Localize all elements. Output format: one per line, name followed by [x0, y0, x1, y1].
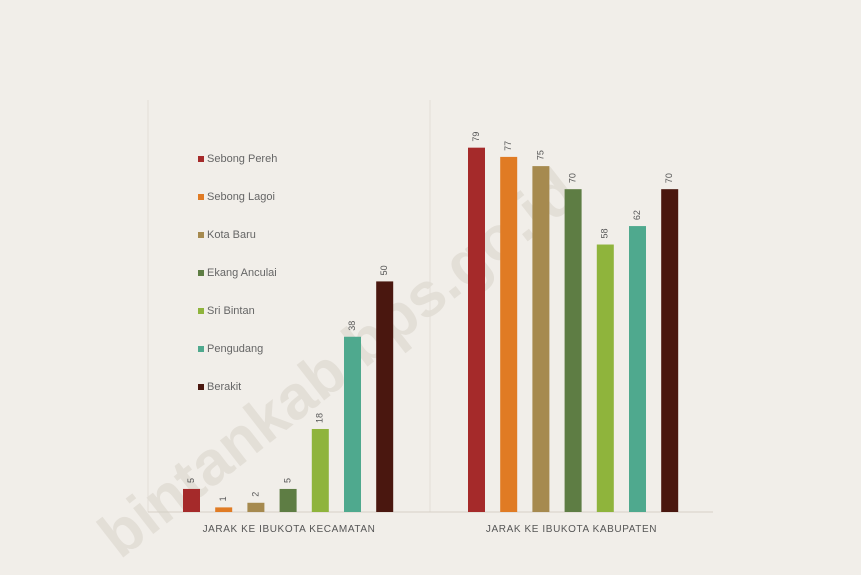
x-tick-label: JARAK KE IBUKOTA KECAMATAN — [203, 524, 376, 535]
legend-swatch — [198, 156, 204, 162]
bar — [311, 428, 329, 512]
legend-label: Berakit — [207, 381, 241, 393]
x-tick-label: JARAK KE IBUKOTA KABUPATEN — [486, 524, 657, 535]
legend-label: Kota Baru — [207, 229, 256, 241]
data-label: 75 — [535, 150, 545, 160]
bar — [629, 226, 646, 512]
bar — [468, 147, 485, 512]
data-label: 62 — [632, 210, 642, 220]
bar — [215, 507, 233, 512]
bar — [183, 488, 200, 512]
bar — [376, 281, 394, 512]
data-label: 38 — [347, 321, 357, 331]
bars: 5 79 1 77 2 75 5 70 18 58 38 62 50 70 — [183, 132, 679, 513]
bar — [500, 156, 518, 513]
data-label: 5 — [282, 478, 292, 483]
legend-label: Pengudang — [207, 343, 263, 355]
data-label: 77 — [503, 141, 513, 151]
bar — [532, 166, 550, 512]
legend-swatch — [198, 270, 204, 276]
data-label: 18 — [315, 413, 325, 423]
data-label: 50 — [379, 265, 389, 275]
legend-swatch — [198, 384, 204, 390]
legend-label: Sri Bintan — [207, 305, 255, 317]
bar — [344, 336, 361, 512]
legend-label: Ekang Anculai — [207, 267, 277, 279]
data-label: 1 — [218, 496, 228, 501]
legend-label: Sebong Lagoi — [207, 191, 275, 203]
axes: JARAK KE IBUKOTA KECAMATAN JARAK KE IBUKO… — [147, 100, 713, 535]
legend-swatch — [198, 194, 204, 200]
data-label: 5 — [186, 478, 196, 483]
data-label: 2 — [250, 492, 260, 497]
bar — [279, 488, 297, 512]
legend-swatch — [198, 346, 204, 352]
bar — [661, 189, 679, 513]
legend: Sebong Pereh Sebong Lagoi Kota Baru Ekang A… — [198, 153, 277, 393]
bar — [247, 502, 265, 512]
data-label: 79 — [471, 132, 481, 142]
data-label: 70 — [567, 173, 577, 183]
legend-label: Sebong Pereh — [207, 153, 277, 165]
data-label: 70 — [664, 173, 674, 183]
legend-swatch — [198, 308, 204, 314]
bar — [596, 244, 614, 513]
data-label: 58 — [600, 229, 610, 239]
bar — [564, 189, 582, 513]
legend-swatch — [198, 232, 204, 238]
